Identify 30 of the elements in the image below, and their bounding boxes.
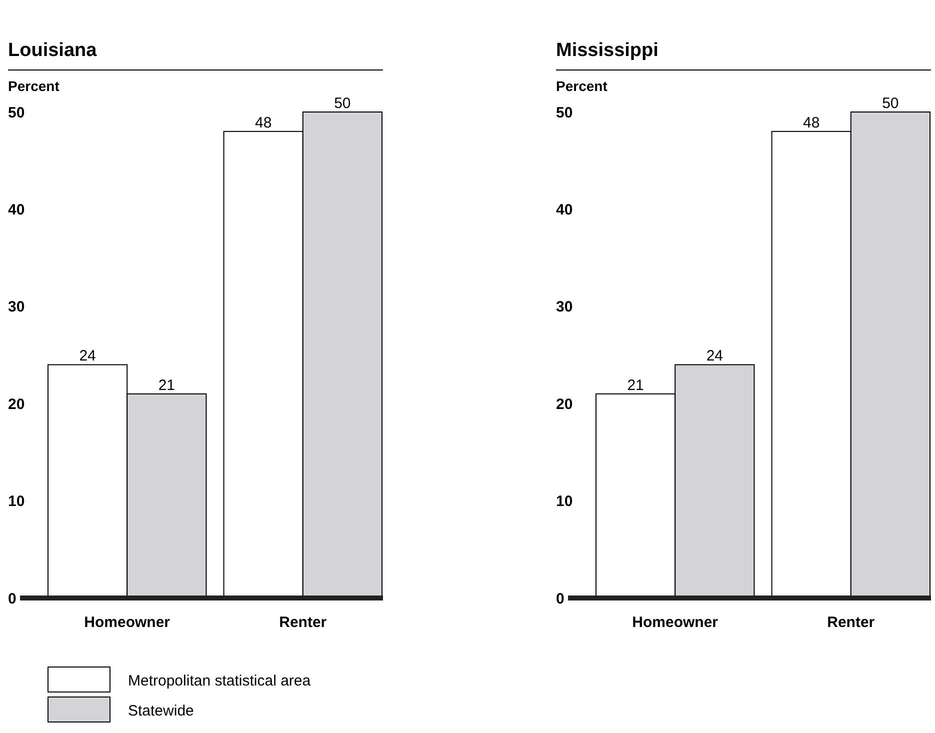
x-tick-label: Homeowner [84, 614, 170, 631]
y-tick-label: 50 [8, 104, 25, 122]
chart-title: Louisiana [8, 40, 98, 61]
data-label: 24 [79, 348, 96, 365]
data-label: 48 [255, 114, 272, 132]
data-label: 50 [334, 95, 351, 112]
data-label: 24 [706, 348, 723, 365]
data-label: 48 [803, 114, 820, 132]
y-tick-label: 20 [8, 396, 25, 413]
data-label: 21 [158, 376, 175, 394]
x-tick-label: Renter [279, 614, 327, 631]
y-tick-label: 40 [556, 201, 573, 218]
y-tick-label: 50 [556, 104, 573, 122]
y-tick-label: 10 [556, 493, 573, 510]
y-tick-label: 20 [556, 396, 573, 413]
legend-label: Metropolitan statistical area [128, 672, 312, 690]
y-axis-title: Percent [556, 78, 608, 94]
y-tick-label: 30 [8, 298, 25, 316]
x-tick-label: Homeowner [632, 614, 718, 631]
data-label: 21 [627, 376, 644, 394]
legend-label: Statewide [128, 702, 194, 720]
y-tick-label: 0 [8, 590, 16, 608]
x-tick-label: Renter [827, 614, 875, 631]
y-tick-label: 0 [556, 590, 564, 608]
y-tick-label: 30 [556, 298, 573, 316]
y-tick-label: 40 [8, 201, 25, 218]
y-tick-label: 10 [8, 493, 25, 510]
y-axis-title: Percent [8, 78, 60, 94]
data-label: 50 [882, 95, 899, 112]
chart-title: Mississippi [556, 40, 658, 61]
